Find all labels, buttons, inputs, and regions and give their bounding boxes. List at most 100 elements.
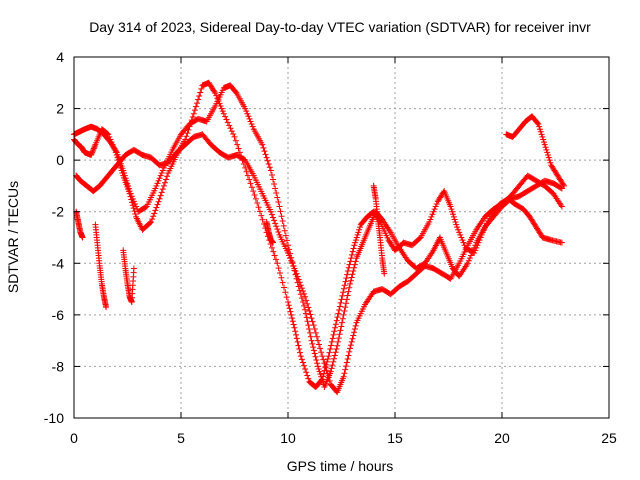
data-point [305, 304, 312, 311]
data-point [340, 311, 347, 318]
data-point [130, 265, 137, 272]
data-point [459, 237, 466, 244]
data-point [297, 353, 304, 360]
data-point [159, 186, 166, 193]
data-point [331, 355, 338, 362]
data-point [164, 173, 171, 180]
data-point [334, 314, 341, 321]
data-point [294, 273, 301, 280]
data-point [348, 274, 355, 281]
data-point [457, 231, 464, 238]
data-point [155, 177, 162, 184]
data-point [287, 308, 294, 315]
data-point [558, 203, 565, 210]
data-point [430, 208, 437, 215]
data-point [348, 251, 355, 258]
data-point [560, 181, 567, 188]
data-point [454, 224, 461, 231]
y-tick-label: 4 [56, 49, 64, 65]
data-point [333, 317, 340, 324]
data-point [291, 324, 298, 331]
data-point [79, 234, 86, 241]
data-point [350, 268, 357, 275]
data-point [230, 131, 237, 138]
data-point [345, 352, 352, 359]
data-point [273, 190, 280, 197]
x-tick-label: 5 [177, 430, 185, 446]
data-point [427, 216, 434, 223]
data-point [545, 154, 552, 161]
data-point [351, 261, 358, 268]
data-point [311, 350, 318, 357]
data-point [154, 180, 161, 187]
data-point [467, 252, 474, 259]
data-point [322, 363, 329, 370]
data-point [272, 220, 279, 227]
data-point [299, 359, 306, 366]
data-point [470, 247, 477, 254]
data-point [271, 252, 278, 259]
data-point [295, 276, 302, 283]
data-point [159, 167, 166, 174]
x-tick-label: 0 [70, 430, 78, 446]
data-point [537, 128, 544, 135]
data-point [293, 331, 300, 338]
data-point [351, 326, 358, 333]
data-point [344, 292, 351, 299]
data-point [259, 216, 266, 223]
data-point [277, 208, 284, 215]
data-point [152, 207, 159, 214]
data-point [432, 203, 439, 210]
chart-title: Day 314 of 2023, Sidereal Day-to-day VTE… [89, 19, 591, 35]
data-point [352, 239, 359, 246]
data-point [313, 356, 320, 363]
data-point [542, 144, 549, 151]
data-point [456, 229, 463, 236]
data-point [91, 144, 98, 151]
data-point [198, 85, 205, 92]
data-point [557, 184, 564, 191]
data-point [295, 342, 302, 349]
data-point [248, 184, 255, 191]
data-point [447, 203, 454, 210]
data-point [286, 305, 293, 312]
data-point [347, 280, 354, 287]
data-point [243, 108, 250, 115]
data-point [543, 146, 550, 153]
data-point [329, 335, 336, 342]
data-point [290, 321, 297, 328]
data-point [182, 136, 189, 143]
data-point [349, 248, 356, 255]
data-point [149, 216, 156, 223]
series-trace-g [503, 113, 568, 189]
y-tick-label: 2 [56, 101, 64, 117]
data-point [280, 222, 287, 229]
data-point [335, 338, 342, 345]
data-point [326, 349, 333, 356]
data-point [124, 180, 131, 187]
data-point [197, 89, 204, 96]
data-point [349, 335, 356, 342]
data-point [151, 210, 158, 217]
data-point [306, 326, 313, 333]
data-point [212, 90, 219, 97]
data-point [258, 212, 265, 219]
data-point [344, 356, 351, 363]
data-point [246, 176, 253, 183]
data-point [306, 307, 313, 314]
data-point [536, 123, 543, 130]
data-point [310, 322, 317, 329]
data-point [319, 378, 326, 385]
data-point [292, 328, 299, 335]
data-point [156, 175, 163, 182]
data-point [342, 278, 349, 285]
data-point [250, 188, 257, 195]
data-point [352, 237, 359, 244]
data-point [126, 188, 133, 195]
data-point [346, 284, 353, 291]
data-point [351, 264, 358, 271]
data-point [317, 371, 324, 378]
data-point [183, 133, 190, 140]
series-trace-b [71, 82, 565, 391]
